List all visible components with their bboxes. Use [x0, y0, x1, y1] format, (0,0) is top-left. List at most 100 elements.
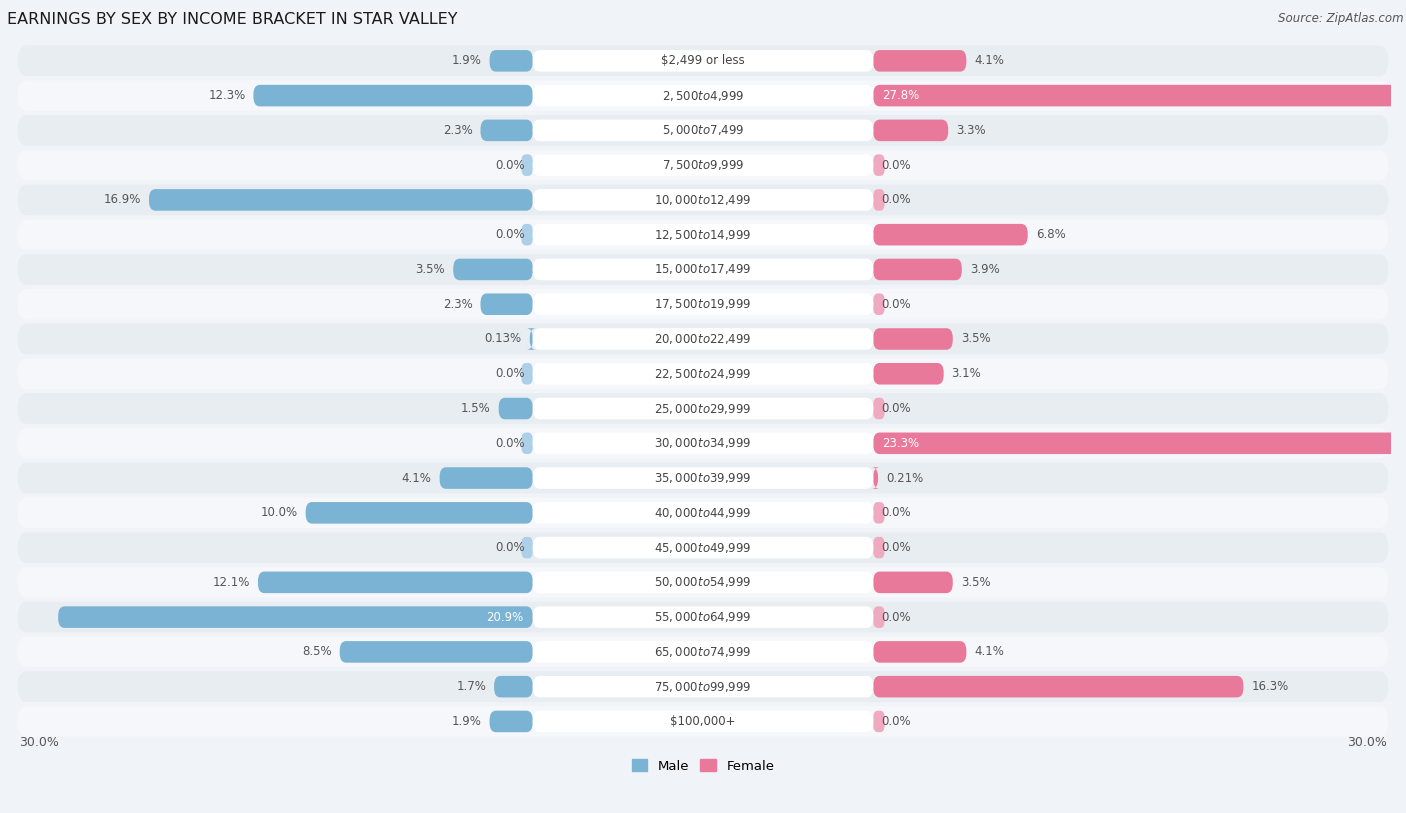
FancyBboxPatch shape	[533, 537, 873, 559]
FancyBboxPatch shape	[18, 289, 1388, 320]
Text: $20,000 to $22,499: $20,000 to $22,499	[654, 332, 752, 346]
Text: EARNINGS BY SEX BY INCOME BRACKET IN STAR VALLEY: EARNINGS BY SEX BY INCOME BRACKET IN STA…	[7, 12, 457, 27]
Text: 30.0%: 30.0%	[20, 737, 59, 750]
FancyBboxPatch shape	[533, 189, 873, 211]
Text: 0.0%: 0.0%	[495, 437, 524, 450]
Text: 8.5%: 8.5%	[302, 646, 332, 659]
FancyBboxPatch shape	[873, 85, 1406, 107]
FancyBboxPatch shape	[522, 154, 533, 176]
FancyBboxPatch shape	[149, 189, 533, 211]
FancyBboxPatch shape	[872, 467, 880, 489]
FancyBboxPatch shape	[873, 189, 884, 211]
Text: 3.5%: 3.5%	[960, 576, 990, 589]
FancyBboxPatch shape	[453, 259, 533, 280]
Text: 3.5%: 3.5%	[960, 333, 990, 346]
FancyBboxPatch shape	[526, 328, 536, 350]
FancyBboxPatch shape	[18, 359, 1388, 389]
Text: Source: ZipAtlas.com: Source: ZipAtlas.com	[1278, 12, 1403, 25]
FancyBboxPatch shape	[873, 433, 1402, 454]
Text: 0.21%: 0.21%	[886, 472, 924, 485]
Text: 0.0%: 0.0%	[495, 367, 524, 380]
FancyBboxPatch shape	[533, 224, 873, 246]
Text: 4.1%: 4.1%	[402, 472, 432, 485]
Text: 30.0%: 30.0%	[1347, 737, 1386, 750]
FancyBboxPatch shape	[18, 80, 1388, 111]
FancyBboxPatch shape	[18, 185, 1388, 215]
FancyBboxPatch shape	[533, 676, 873, 698]
FancyBboxPatch shape	[873, 259, 962, 280]
FancyBboxPatch shape	[873, 502, 884, 524]
Legend: Male, Female: Male, Female	[626, 754, 780, 778]
FancyBboxPatch shape	[533, 572, 873, 593]
FancyBboxPatch shape	[522, 363, 533, 385]
FancyBboxPatch shape	[489, 711, 533, 733]
Text: $100,000+: $100,000+	[671, 715, 735, 728]
FancyBboxPatch shape	[873, 606, 884, 628]
Text: 0.0%: 0.0%	[882, 715, 911, 728]
FancyBboxPatch shape	[533, 641, 873, 663]
FancyBboxPatch shape	[18, 672, 1388, 702]
FancyBboxPatch shape	[18, 150, 1388, 180]
Text: $55,000 to $64,999: $55,000 to $64,999	[654, 610, 752, 624]
Text: 10.0%: 10.0%	[260, 506, 298, 520]
Text: $45,000 to $49,999: $45,000 to $49,999	[654, 541, 752, 554]
FancyBboxPatch shape	[533, 85, 873, 107]
Text: $7,500 to $9,999: $7,500 to $9,999	[662, 159, 744, 172]
FancyBboxPatch shape	[481, 120, 533, 141]
FancyBboxPatch shape	[18, 46, 1388, 76]
Text: $40,000 to $44,999: $40,000 to $44,999	[654, 506, 752, 520]
FancyBboxPatch shape	[340, 641, 533, 663]
Text: 4.1%: 4.1%	[974, 54, 1004, 67]
FancyBboxPatch shape	[18, 498, 1388, 528]
Text: 3.5%: 3.5%	[416, 263, 446, 276]
Text: 0.0%: 0.0%	[495, 541, 524, 554]
FancyBboxPatch shape	[18, 533, 1388, 563]
FancyBboxPatch shape	[873, 120, 948, 141]
FancyBboxPatch shape	[253, 85, 533, 107]
Text: $15,000 to $17,499: $15,000 to $17,499	[654, 263, 752, 276]
Text: 0.0%: 0.0%	[882, 159, 911, 172]
FancyBboxPatch shape	[533, 363, 873, 385]
Text: 0.0%: 0.0%	[882, 298, 911, 311]
Text: 0.0%: 0.0%	[495, 228, 524, 241]
Text: $22,500 to $24,999: $22,500 to $24,999	[654, 367, 752, 380]
Text: 20.9%: 20.9%	[486, 611, 523, 624]
FancyBboxPatch shape	[873, 328, 953, 350]
FancyBboxPatch shape	[18, 602, 1388, 633]
FancyBboxPatch shape	[18, 637, 1388, 667]
Text: $35,000 to $39,999: $35,000 to $39,999	[654, 471, 752, 485]
Text: 16.9%: 16.9%	[104, 193, 141, 207]
FancyBboxPatch shape	[18, 567, 1388, 598]
Text: 3.9%: 3.9%	[970, 263, 1000, 276]
Text: 1.9%: 1.9%	[451, 715, 482, 728]
Text: 0.0%: 0.0%	[882, 611, 911, 624]
FancyBboxPatch shape	[873, 154, 884, 176]
Text: $2,500 to $4,999: $2,500 to $4,999	[662, 89, 744, 102]
Text: $30,000 to $34,999: $30,000 to $34,999	[654, 437, 752, 450]
Text: 1.9%: 1.9%	[451, 54, 482, 67]
FancyBboxPatch shape	[18, 706, 1388, 737]
FancyBboxPatch shape	[494, 676, 533, 698]
Text: 27.8%: 27.8%	[883, 89, 920, 102]
FancyBboxPatch shape	[873, 641, 966, 663]
FancyBboxPatch shape	[533, 502, 873, 524]
FancyBboxPatch shape	[257, 572, 533, 593]
Text: 1.7%: 1.7%	[457, 680, 486, 693]
FancyBboxPatch shape	[533, 293, 873, 315]
FancyBboxPatch shape	[522, 433, 533, 454]
FancyBboxPatch shape	[873, 224, 1028, 246]
Text: 3.3%: 3.3%	[956, 124, 986, 137]
FancyBboxPatch shape	[18, 220, 1388, 250]
FancyBboxPatch shape	[305, 502, 533, 524]
Text: 0.0%: 0.0%	[882, 506, 911, 520]
FancyBboxPatch shape	[873, 572, 953, 593]
FancyBboxPatch shape	[873, 398, 884, 420]
FancyBboxPatch shape	[522, 537, 533, 559]
Text: $75,000 to $99,999: $75,000 to $99,999	[654, 680, 752, 693]
FancyBboxPatch shape	[489, 50, 533, 72]
Text: 0.0%: 0.0%	[882, 541, 911, 554]
Text: $2,499 or less: $2,499 or less	[661, 54, 745, 67]
FancyBboxPatch shape	[533, 467, 873, 489]
Text: 0.0%: 0.0%	[882, 402, 911, 415]
FancyBboxPatch shape	[481, 293, 533, 315]
